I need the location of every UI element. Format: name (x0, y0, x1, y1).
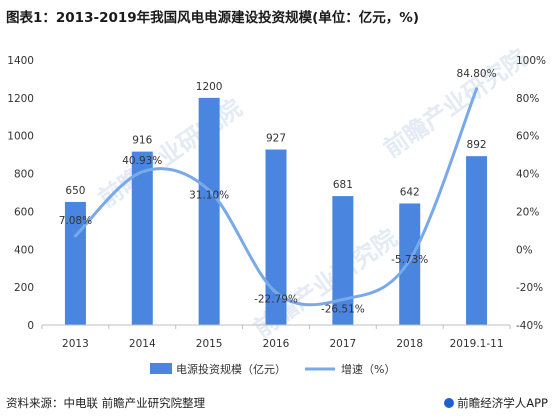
bar-value-label: 681 (333, 179, 353, 191)
line-value-label: -22.79% (254, 293, 298, 305)
x-tick-label: 2015 (196, 338, 223, 350)
bar-value-label: 642 (400, 186, 420, 198)
y-left-tick-label: 1000 (7, 131, 34, 143)
bar-2013 (64, 201, 86, 325)
line-value-label: -26.51% (321, 303, 365, 315)
line-value-label: 40.93% (122, 155, 162, 167)
bar-value-label: 892 (467, 139, 487, 151)
line-value-label: -5.73% (391, 254, 428, 266)
y-right-tick-label: -40% (516, 320, 543, 332)
y-left-tick-label: 0 (27, 320, 34, 332)
legend-bar-label: 电源投资规模（亿元） (176, 362, 286, 376)
y-right-tick-label: 100% (516, 55, 546, 67)
y-left-tick-label: 200 (14, 282, 34, 294)
x-tick-label: 2016 (263, 338, 290, 350)
bar-2019.1-11 (466, 156, 488, 325)
x-tick-label: 2018 (396, 338, 423, 350)
y-left-tick-label: 400 (14, 244, 34, 256)
line-value-label: 84.80% (457, 68, 497, 80)
bar-2016 (265, 149, 287, 325)
bar-series (64, 97, 488, 325)
line-value-label: 31.10% (189, 189, 229, 201)
bar-value-label: 1200 (196, 81, 223, 93)
data-labels: 650 916 1200 927 681 642 892 7.08% 40.93% 31.10% -… (59, 68, 497, 316)
y-left-tick-label: 1200 (7, 93, 34, 105)
bar-2017 (332, 196, 354, 325)
x-tick-label: 2013 (62, 338, 89, 350)
brand-label: 前瞻经济学人APP (444, 395, 548, 411)
legend-bar-swatch (150, 363, 172, 374)
chart-title: 图表1：2013-2019年我国风电电源建设投资规模(单位：亿元，%) (6, 10, 420, 26)
y-right-tick-label: -20% (516, 282, 543, 294)
axes: 0 200 400 600 800 1000 1200 1400 -40% -20% 0% 20% 40… (7, 55, 546, 350)
y-right-tick-label: 80% (516, 93, 539, 105)
brand-logo-icon (444, 398, 455, 408)
bar-2018 (399, 203, 421, 325)
y-right-tick-label: 0% (516, 244, 533, 256)
x-tick-label: 2017 (329, 338, 356, 350)
x-tick-label: 2014 (129, 338, 156, 350)
line-series (73, 87, 479, 307)
legend: 电源投资规模（亿元） 增速（%） (150, 362, 395, 376)
bar-2014 (131, 151, 153, 325)
y-left-tick-label: 600 (14, 206, 34, 218)
y-right-tick-label: 20% (516, 206, 539, 218)
legend-line-label: 增速（%） (341, 362, 395, 376)
brand-text: 前瞻经济学人APP (457, 396, 548, 410)
bar-value-label: 650 (65, 185, 85, 197)
bar-value-label: 916 (132, 135, 152, 147)
bar-value-label: 927 (266, 133, 286, 145)
y-left-tick-label: 800 (14, 169, 34, 181)
growth-line (73, 87, 479, 307)
x-tick-label: 2019.1-11 (450, 338, 504, 350)
line-value-label: 7.08% (59, 215, 92, 227)
bar-2015 (198, 97, 220, 325)
y-right-tick-label: 40% (516, 169, 539, 181)
y-right-tick-label: 60% (516, 131, 539, 143)
y-left-tick-label: 1400 (7, 55, 34, 67)
source-note: 资料来源：中电联 前瞻产业研究院整理 (6, 396, 206, 410)
